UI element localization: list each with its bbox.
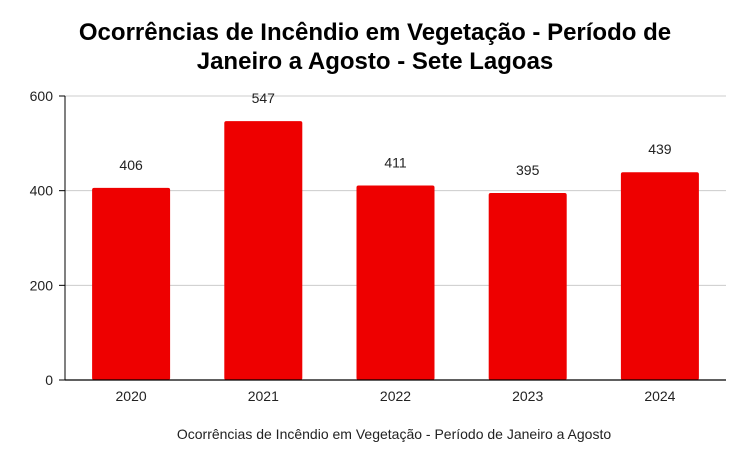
chart-title: Ocorrências de Incêndio em Vegetação - P… — [0, 18, 750, 76]
data-label: 439 — [648, 141, 672, 157]
bar — [224, 121, 303, 380]
y-tick-label: 200 — [30, 277, 54, 293]
chart-title-line-2: Janeiro a Agosto - Sete Lagoas — [196, 48, 554, 75]
x-tick-label: 2021 — [248, 388, 279, 404]
bar — [620, 172, 699, 380]
y-tick-label: 400 — [30, 183, 54, 199]
bar — [92, 187, 171, 380]
bar — [356, 185, 435, 380]
x-axis-title: Ocorrências de Incêndio em Vegetação - P… — [177, 426, 611, 442]
x-tick-label: 2023 — [512, 388, 543, 404]
x-tick-label: 2020 — [116, 388, 147, 404]
labels: 0 200 400 600 406 2020 547 2021 411 2022 395 2023 43… — [30, 88, 676, 404]
y-tick-label: 0 — [45, 372, 53, 388]
x-tick-label: 2022 — [380, 388, 411, 404]
bars — [92, 121, 699, 380]
data-label: 411 — [384, 154, 407, 170]
data-label: 395 — [516, 162, 540, 178]
y-tick-label: 600 — [30, 88, 54, 104]
x-tick-label: 2024 — [644, 388, 675, 404]
bar — [488, 193, 567, 380]
data-label: 547 — [252, 90, 276, 106]
data-label: 406 — [119, 157, 143, 173]
chart-title-line-1: Ocorrências de Incêndio em Vegetação - P… — [78, 19, 672, 46]
axes — [59, 95, 726, 381]
